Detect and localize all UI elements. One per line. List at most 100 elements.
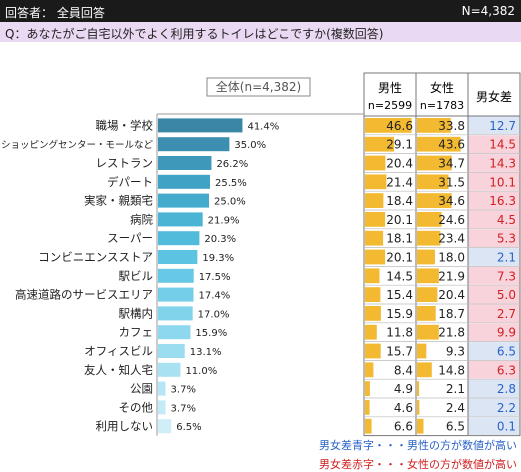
legend-box	[206, 77, 311, 97]
female-value-gauge	[417, 268, 439, 284]
legend-box-label: 全体(n=4,382)	[216, 79, 301, 94]
male-value-gauge	[365, 249, 386, 265]
male-value-gauge	[365, 174, 387, 190]
category-label: その他	[119, 400, 154, 414]
female-value-gauge	[417, 174, 449, 190]
category-label: 駅構内	[119, 306, 154, 320]
diff-cell-bg	[468, 417, 520, 436]
bar-value-label: 20.3%	[204, 234, 236, 245]
male-value-gauge	[365, 193, 384, 208]
male-value-gauge	[365, 268, 380, 284]
female-value: 9.3	[446, 345, 465, 359]
diff-cell-bg	[468, 379, 520, 398]
diff-value: 5.0	[497, 288, 516, 302]
bar	[158, 137, 230, 152]
bar	[158, 306, 193, 321]
table-frame	[363, 72, 521, 437]
male-value-gauge	[365, 381, 370, 396]
diff-value: 12.7	[489, 119, 516, 133]
male-value: 18.1	[386, 232, 413, 246]
female-value-gauge	[417, 118, 451, 133]
female-value-gauge	[417, 418, 424, 434]
bar	[158, 419, 172, 434]
female-value-gauge	[417, 155, 452, 171]
diff-value: 14.3	[489, 157, 516, 171]
category-label: ショッピングセンター・モールなど	[1, 139, 154, 151]
female-value-gauge	[417, 193, 452, 208]
female-value-gauge	[417, 343, 427, 359]
bar-value-label: 26.2%	[216, 159, 248, 170]
diff-cell-bg	[468, 191, 520, 210]
category-label: カフェ	[119, 325, 154, 339]
male-value-gauge	[365, 155, 386, 171]
diff-value: 2.2	[497, 401, 516, 415]
diff-value: 2.1	[497, 251, 516, 265]
male-sample-size: n=2599	[368, 99, 412, 112]
diff-cell-bg	[468, 304, 520, 323]
female-value: 18.7	[438, 307, 465, 321]
male-value: 20.4	[386, 157, 413, 171]
bar	[158, 325, 191, 340]
respondents-label: 回答者： 全員回答	[5, 6, 105, 20]
female-value-gauge	[417, 212, 442, 227]
category-label: 友人・知人宅	[84, 363, 153, 377]
male-value: 18.4	[386, 194, 413, 208]
male-value: 29.1	[386, 138, 413, 152]
bar-value-label: 6.5%	[176, 422, 201, 433]
diff-value: 2.7	[497, 307, 516, 321]
diff-value: 6.5	[497, 345, 516, 359]
female-value: 21.8	[438, 326, 465, 340]
bar-value-label: 3.7%	[171, 403, 196, 414]
male-value: 21.4	[386, 175, 413, 189]
category-label: オフィスビル	[84, 344, 153, 358]
male-value: 15.7	[386, 345, 413, 359]
male-value-gauge	[365, 400, 370, 415]
female-column-header: 女性	[430, 80, 454, 95]
diff-cell-bg	[468, 116, 520, 135]
bar-value-label: 15.9%	[195, 328, 227, 339]
male-value-gauge	[365, 118, 412, 133]
female-value-gauge	[417, 230, 441, 246]
male-value: 4.9	[394, 382, 413, 396]
female-value: 33.8	[438, 119, 465, 133]
bar-value-label: 25.0%	[214, 197, 246, 208]
female-value: 21.9	[438, 269, 465, 283]
female-value: 14.8	[438, 363, 465, 377]
bar	[158, 231, 200, 246]
male-value: 15.4	[386, 288, 413, 302]
bar	[158, 287, 194, 302]
male-value-gauge	[365, 136, 395, 152]
female-value: 34.7	[438, 157, 465, 171]
category-label: スーパー	[107, 231, 153, 245]
bar-value-label: 17.4%	[198, 291, 230, 302]
male-value-gauge	[365, 287, 381, 302]
bar-value-label: 13.1%	[190, 347, 222, 358]
diff-cell-bg	[468, 360, 520, 379]
female-sample-size: n=1783	[420, 99, 464, 112]
diff-value: 6.3	[497, 363, 516, 377]
male-value-gauge	[365, 306, 381, 321]
male-value: 6.6	[394, 420, 413, 434]
question-text: Q：あなたがご自宅以外でよく利用するトイレはどこですか(複数回答)	[5, 27, 384, 41]
female-value-gauge	[417, 362, 432, 378]
female-value: 24.6	[438, 213, 465, 227]
bar-value-label: 19.3%	[202, 253, 234, 264]
bar-value-label: 17.0%	[198, 309, 230, 320]
category-label: 駅ビル	[119, 269, 154, 283]
bar-value-label: 21.9%	[208, 215, 240, 226]
category-label: 高速道路のサービスエリア	[15, 288, 153, 302]
male-value: 14.5	[386, 269, 413, 283]
diff-value: 0.1	[497, 420, 516, 434]
diff-cell-bg	[468, 135, 520, 154]
diff-cell-bg	[468, 398, 520, 417]
diff-cell-bg	[468, 154, 520, 172]
diff-cell-bg	[468, 229, 520, 248]
male-value: 4.6	[394, 401, 413, 415]
male-value-gauge	[365, 230, 384, 246]
category-label: レストラン	[96, 156, 154, 170]
diff-cell-bg	[468, 266, 520, 285]
diff-cell-bg	[468, 248, 520, 266]
bar	[158, 212, 203, 227]
female-value-gauge	[417, 400, 420, 415]
